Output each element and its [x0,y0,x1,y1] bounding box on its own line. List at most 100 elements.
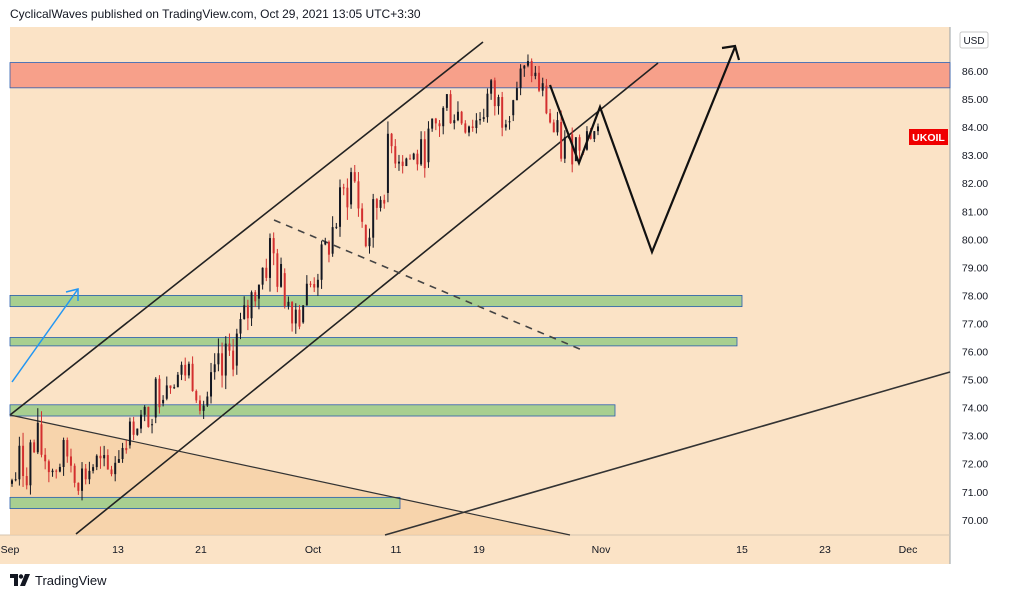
candle-body [44,454,47,462]
price-tick-label: 86.00 [962,66,988,78]
candle-body [405,158,408,167]
candle-body [11,480,13,484]
price-tick-label: 71.00 [962,487,988,499]
candle-body [136,428,139,435]
candle-body [560,122,563,159]
candle-body [202,405,205,411]
candle-body [556,120,559,133]
candle-body [523,65,526,69]
price-tick-label: 80.00 [962,234,988,246]
candle-body [409,158,412,160]
price-tick-label: 85.00 [962,94,988,106]
support-zone [9,294,743,308]
publish-line: CyclicalWaves published on TradingView.c… [10,7,421,21]
candle-body [117,459,120,463]
support-zone [9,337,738,347]
candle-body [92,467,95,471]
candle-body [110,469,113,475]
candle-body [176,374,179,388]
candle-body [305,283,308,306]
candle-body [327,241,330,255]
candle-body [235,333,238,366]
candle-body [541,83,544,91]
brand-text: TradingView [35,572,107,588]
candle-body [217,353,220,365]
candle-body [184,364,187,376]
candle-body [151,424,154,426]
candle-body [294,309,297,324]
candle-body [187,363,190,376]
candle-body [508,121,511,123]
candle-body [257,284,260,299]
candle-body [165,385,168,399]
time-tick-label: 13 [112,544,124,556]
candle-body [346,187,349,208]
candle-body [390,133,393,147]
time-tick-label: 15 [736,544,748,556]
candle-body [173,387,176,389]
candle-body [375,199,378,208]
candle-body [471,126,474,128]
tradingview-brand[interactable]: TradingView [10,572,107,588]
candle-body [18,445,21,480]
candle-body [445,94,448,108]
candle-body [128,421,131,446]
time-axis-panel [0,535,950,564]
candle-body [597,126,599,132]
candle-body [324,241,327,245]
support-zone [9,496,401,509]
candle-body [578,137,581,151]
descending-line [9,414,571,536]
candle-body [169,385,172,389]
candle-body [272,238,275,254]
candle-body [530,61,533,77]
price-tick-label: 76.00 [962,347,988,359]
projection-arrowhead [721,44,741,61]
price-tick-label: 78.00 [962,290,988,302]
price-tick-label: 83.00 [962,150,988,162]
currency-label: USD [963,36,984,47]
candle-body [250,292,253,319]
candle-body [283,273,286,307]
candles-layer [11,54,599,501]
price-chart[interactable]: 86.00 85.00 84.00 83.00 82.00 81.00 80.00 79.00… [0,27,1001,564]
candle-body [77,482,80,491]
candle-body [47,461,50,473]
candle-body [69,456,72,466]
candle-body [287,301,290,307]
candle-body [265,267,268,278]
candle-body [99,455,102,459]
candle-body [552,122,555,133]
time-tick-label: Oct [305,544,321,556]
candle-body [401,161,404,167]
candle-body [154,378,157,418]
candle-body [232,350,235,370]
candle-body [464,123,467,133]
candle-body [320,244,323,280]
candle-body [291,301,294,324]
candle-body [456,111,459,121]
candle-body [302,305,305,323]
price-tick-label: 72.00 [962,459,988,471]
candle-body [339,187,342,227]
chart-area[interactable]: 86.00 85.00 84.00 83.00 82.00 81.00 80.00 79.00… [0,27,1001,564]
candle-body [420,139,423,165]
candle-body [316,279,319,288]
candle-body [515,88,518,101]
candle-body [493,80,496,107]
candle-body [468,126,471,133]
candle-body [364,225,367,247]
candle-body [519,68,522,89]
candle-body [14,479,17,481]
price-tick-label: 81.00 [962,206,988,218]
price-tick-label: 77.00 [962,318,988,330]
candle-body [386,133,389,193]
candle-body [479,119,482,121]
candle-body [103,455,106,459]
candle-body [162,399,165,404]
candle-body [538,72,541,91]
candle-body [51,470,54,473]
candle-body [353,172,356,182]
candle-body [210,372,213,397]
candle-body [81,468,84,491]
